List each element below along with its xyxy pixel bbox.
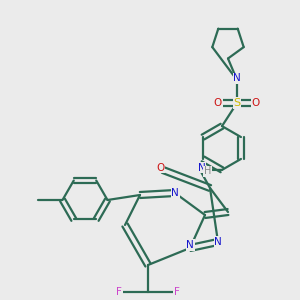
Text: O: O bbox=[214, 98, 222, 108]
Text: N: N bbox=[233, 74, 241, 83]
Text: N: N bbox=[198, 163, 206, 172]
Text: N: N bbox=[171, 188, 179, 198]
Text: O: O bbox=[252, 98, 260, 108]
Text: S: S bbox=[233, 98, 241, 108]
Text: H: H bbox=[204, 167, 211, 176]
Text: O: O bbox=[157, 163, 165, 172]
Text: F: F bbox=[116, 287, 122, 297]
Text: F: F bbox=[174, 287, 180, 297]
Text: N: N bbox=[186, 240, 194, 250]
Text: N: N bbox=[214, 237, 222, 247]
